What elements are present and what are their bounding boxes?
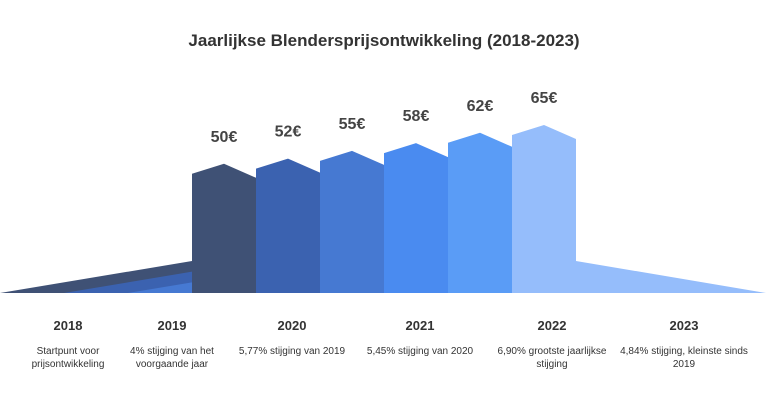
year-column: 2023 4,84% stijging, kleinste sinds 2019 xyxy=(619,318,749,371)
bar xyxy=(256,158,320,293)
year-column: 2020 5,77% stijging van 2019 xyxy=(227,318,357,358)
description: 4,84% stijging, kleinste sinds 2019 xyxy=(620,346,748,370)
year-label: 2020 xyxy=(277,318,307,333)
value-label: 62€ xyxy=(467,98,494,115)
bar xyxy=(448,132,512,293)
description: 4% stijging van het voorgaande jaar xyxy=(130,346,214,370)
year-column: 2022 6,90% grootste jaarlijkse stijging xyxy=(487,318,617,371)
chart-title: Jaarlijkse Blendersprijsontwikkeling (20… xyxy=(188,31,580,50)
value-label: 50€ xyxy=(211,129,238,146)
description: 5,77% stijging van 2019 xyxy=(238,346,346,357)
value-label: 52€ xyxy=(275,124,302,141)
year-column: 2021 5,45% stijging van 2020 xyxy=(355,318,485,358)
year-label: 2023 xyxy=(669,318,699,333)
year-column: 2018 Startpunt voor prijsontwikkeling xyxy=(3,318,133,371)
value-label: 65€ xyxy=(531,90,558,107)
bar xyxy=(320,150,384,293)
year-label: 2019 xyxy=(157,318,187,333)
year-column: 2019 4% stijging van het voorgaande jaar xyxy=(107,318,237,371)
value-label: 58€ xyxy=(403,108,430,125)
year-label: 2022 xyxy=(537,318,567,333)
description: Startpunt voor prijsontwikkeling xyxy=(31,346,105,370)
year-label: 2021 xyxy=(405,318,435,333)
ramp xyxy=(576,261,766,293)
description: 6,90% grootste jaarlijkse stijging xyxy=(497,346,607,370)
bar xyxy=(512,125,576,293)
bar xyxy=(384,143,448,293)
description: 5,45% stijging van 2020 xyxy=(366,346,474,357)
year-label: 2018 xyxy=(53,318,83,333)
bar xyxy=(192,163,256,293)
value-label: 55€ xyxy=(339,116,366,133)
